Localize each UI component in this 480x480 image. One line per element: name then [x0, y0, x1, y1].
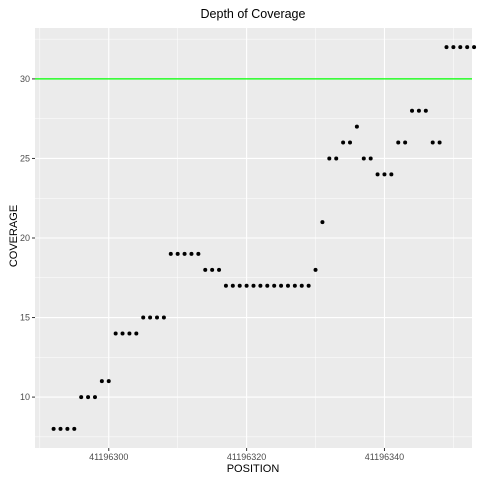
- data-point: [306, 283, 311, 288]
- data-point: [79, 395, 84, 400]
- data-point: [403, 140, 408, 145]
- data-point: [423, 108, 428, 113]
- data-point: [134, 331, 139, 336]
- data-point: [368, 156, 373, 161]
- data-point: [251, 283, 256, 288]
- data-point: [141, 315, 146, 320]
- data-point: [272, 283, 277, 288]
- data-point: [86, 395, 91, 400]
- data-point: [155, 315, 160, 320]
- data-point: [389, 172, 394, 177]
- data-points: [51, 45, 477, 431]
- x-axis-title: POSITION: [227, 463, 280, 475]
- y-axis-title: COVERAGE: [8, 205, 20, 267]
- data-point: [258, 283, 263, 288]
- data-point: [92, 395, 97, 400]
- data-point: [113, 331, 118, 336]
- y-tick-label: 15: [20, 313, 30, 323]
- y-tick-label: 25: [20, 153, 30, 163]
- y-tick-label: 10: [20, 392, 30, 402]
- data-point: [58, 426, 63, 431]
- data-point: [168, 251, 173, 256]
- data-point: [334, 156, 339, 161]
- data-point: [237, 283, 242, 288]
- data-point: [51, 426, 56, 431]
- x-tick-label: 41196340: [365, 452, 404, 462]
- data-point: [217, 267, 222, 272]
- y-axis-ticks: 10 15 20 25 30: [20, 74, 35, 402]
- data-point: [430, 140, 435, 145]
- data-point: [382, 172, 387, 177]
- data-point: [341, 140, 346, 145]
- data-point: [203, 267, 208, 272]
- data-point: [361, 156, 366, 161]
- data-point: [299, 283, 304, 288]
- data-point: [196, 251, 201, 256]
- data-point: [458, 45, 463, 50]
- data-point: [65, 426, 70, 431]
- data-point: [465, 45, 470, 50]
- data-point: [120, 331, 125, 336]
- data-point: [161, 315, 166, 320]
- chart-title: Depth of Coverage: [201, 7, 306, 21]
- data-point: [127, 331, 132, 336]
- data-point: [451, 45, 456, 50]
- data-point: [230, 283, 235, 288]
- data-point: [410, 108, 415, 113]
- data-point: [210, 267, 215, 272]
- data-point: [444, 45, 449, 50]
- x-axis-ticks: 41196300 41196320 41196340: [89, 448, 404, 462]
- data-point: [189, 251, 194, 256]
- data-point: [265, 283, 270, 288]
- y-tick-label: 20: [20, 233, 30, 243]
- data-point: [313, 267, 318, 272]
- data-point: [327, 156, 332, 161]
- x-tick-label: 41196300: [89, 452, 128, 462]
- data-point: [437, 140, 442, 145]
- data-point: [375, 172, 380, 177]
- data-point: [244, 283, 249, 288]
- y-tick-label: 30: [20, 74, 30, 84]
- data-point: [182, 251, 187, 256]
- data-point: [472, 45, 477, 50]
- data-point: [223, 283, 228, 288]
- data-point: [292, 283, 297, 288]
- data-point: [347, 140, 352, 145]
- data-point: [106, 379, 111, 384]
- data-point: [175, 251, 180, 256]
- data-point: [285, 283, 290, 288]
- data-point: [72, 426, 77, 431]
- data-point: [99, 379, 104, 384]
- data-point: [148, 315, 153, 320]
- data-point: [320, 220, 325, 225]
- data-point: [354, 124, 359, 129]
- data-point: [279, 283, 284, 288]
- data-point: [396, 140, 401, 145]
- x-tick-label: 41196320: [227, 452, 266, 462]
- data-point: [416, 108, 421, 113]
